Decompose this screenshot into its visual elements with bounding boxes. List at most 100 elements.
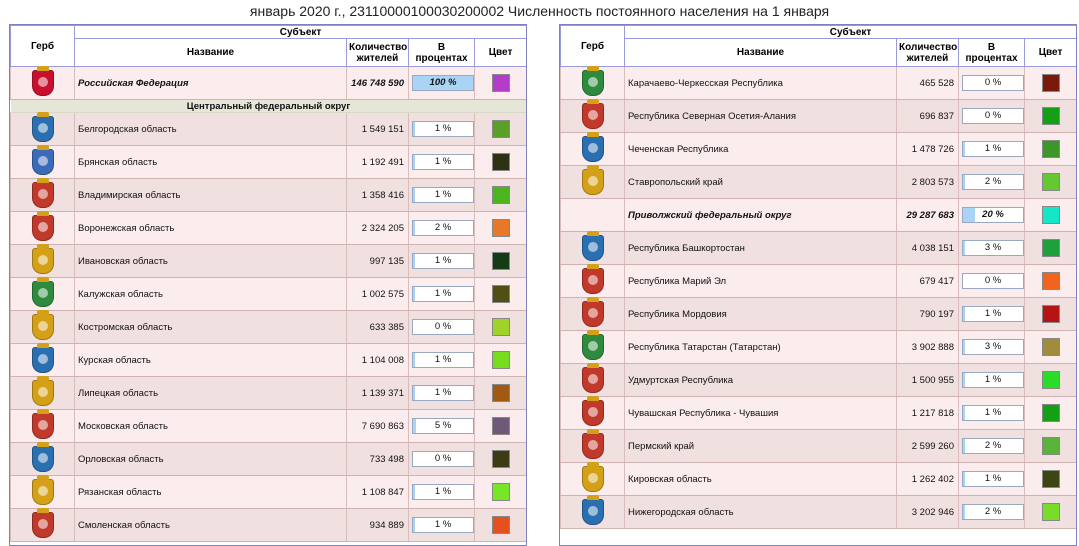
- table-row[interactable]: Кировская область 1 262 402 1 %: [560, 462, 1076, 496]
- header-name[interactable]: Название: [74, 38, 347, 67]
- region-name[interactable]: Рязанская область: [74, 475, 347, 509]
- table-row[interactable]: Орловская область 733 498 0 %: [10, 442, 526, 476]
- coat-cell: [560, 495, 625, 529]
- header-subject: Субъект: [73, 25, 526, 39]
- percent-bar: 1 %: [412, 253, 474, 269]
- region-name[interactable]: Калужская область: [74, 277, 347, 311]
- region-name[interactable]: Владимирская область: [74, 178, 347, 212]
- region-name[interactable]: Курская область: [74, 343, 347, 377]
- percent-value: 0 %: [434, 321, 452, 332]
- percent-value: 0 %: [984, 77, 1002, 88]
- region-name[interactable]: Нижегородская область: [624, 495, 897, 529]
- percent-cell: 0 %: [408, 442, 475, 476]
- percent-bar: 3 %: [962, 339, 1024, 355]
- region-name[interactable]: Республика Башкортостан: [624, 231, 897, 265]
- percent-bar: 0 %: [962, 108, 1024, 124]
- coat-cell: [560, 198, 625, 232]
- coat-cell: [10, 376, 75, 410]
- region-name[interactable]: Липецкая область: [74, 376, 347, 410]
- region-name[interactable]: Чувашская Республика - Чувашия: [624, 396, 897, 430]
- table-row[interactable]: Курская область 1 104 008 1 %: [10, 343, 526, 377]
- table-row[interactable]: Республика Татарстан (Татарстан) 3 902 88…: [560, 330, 1076, 364]
- table-row[interactable]: Карачаево-Черкесская Республика 465 528 0 …: [560, 66, 1076, 100]
- region-name[interactable]: Кировская область: [624, 462, 897, 496]
- coat-cell: [10, 178, 75, 212]
- color-cell: [473, 343, 526, 377]
- color-swatch: [491, 516, 510, 534]
- header-percent[interactable]: В процентах: [408, 38, 475, 67]
- table-row[interactable]: Костромская область 633 385 0 %: [10, 310, 526, 344]
- region-name[interactable]: Российская Федерация: [74, 66, 347, 100]
- table-row[interactable]: Удмуртская Республика 1 500 955 1 %: [560, 363, 1076, 397]
- coat-emblem: [37, 387, 48, 397]
- table-row[interactable]: Ставропольский край 2 803 573 2 %: [560, 165, 1076, 199]
- population-value: 2 324 205: [346, 211, 409, 245]
- table-row[interactable]: Республика Мордовия 790 197 1 %: [560, 297, 1076, 331]
- header-percent[interactable]: В процентах: [958, 38, 1025, 67]
- coat-belgorod-icon: [31, 112, 54, 142]
- region-name[interactable]: Костромская область: [74, 310, 347, 344]
- table-row[interactable]: Чеченская Республика 1 478 726 1 %: [560, 132, 1076, 166]
- table-row[interactable]: Брянская область 1 192 491 1 %: [10, 145, 526, 179]
- percent-value: 2 %: [984, 440, 1002, 451]
- table-row[interactable]: Республика Северная Осетия-Алания 696 837…: [560, 99, 1076, 133]
- region-name[interactable]: Чеченская Республика: [624, 132, 897, 166]
- table-row[interactable]: Воронежская область 2 324 205 2 %: [10, 211, 526, 245]
- page-title: январь 2020 г., 23110000100030200002 Чис…: [249, 3, 830, 19]
- coat-emblem: [587, 275, 598, 285]
- table-row[interactable]: Смоленская область 934 889 1 %: [10, 508, 526, 542]
- percent-cell: 3 %: [958, 231, 1025, 265]
- header-name[interactable]: Название: [624, 38, 897, 67]
- percent-bar: 1 %: [412, 187, 474, 203]
- region-name[interactable]: Смоленская область: [74, 508, 347, 542]
- table-row[interactable]: Московская область 7 690 863 5 %: [10, 409, 526, 443]
- region-name[interactable]: Республика Мордовия: [624, 297, 897, 331]
- header-population[interactable]: Количество жителей: [896, 38, 959, 67]
- region-name[interactable]: Орловская область: [74, 442, 347, 476]
- table-row[interactable]: Нижегородская область 3 202 946 2 %: [560, 495, 1076, 529]
- table-row[interactable]: Владимирская область 1 358 416 1 %: [10, 178, 526, 212]
- region-name[interactable]: Приволжский федеральный округ: [624, 198, 897, 232]
- coat-cell: [10, 277, 75, 311]
- table-row[interactable]: Ивановская область 997 135 1 %: [10, 244, 526, 278]
- percent-bar: 0 %: [412, 451, 474, 467]
- population-value: 1 108 847: [346, 475, 409, 509]
- region-name[interactable]: Карачаево-Черкесская Республика: [624, 66, 897, 100]
- table-row[interactable]: Липецкая область 1 139 371 1 %: [10, 376, 526, 410]
- color-swatch: [491, 285, 510, 303]
- percent-bar-fill: [963, 307, 965, 321]
- region-name[interactable]: Белгородская область: [74, 112, 347, 146]
- percent-cell: 1 %: [408, 508, 475, 542]
- table-row[interactable]: Чувашская Республика - Чувашия 1 217 818 1…: [560, 396, 1076, 430]
- coat-ryazan-icon: [31, 475, 54, 505]
- header-population[interactable]: Количество жителей: [346, 38, 409, 67]
- population-value: 1 478 726: [896, 132, 959, 166]
- coat-cell: [10, 145, 75, 179]
- region-name[interactable]: Ставропольский край: [624, 165, 897, 199]
- percent-bar: 1 %: [412, 484, 474, 500]
- region-name[interactable]: Пермский край: [624, 429, 897, 463]
- table-row[interactable]: Калужская область 1 002 575 1 %: [10, 277, 526, 311]
- table-row[interactable]: Российская Федерация 146 748 590 100 %: [10, 66, 526, 100]
- region-name[interactable]: Республика Татарстан (Татарстан): [624, 330, 897, 364]
- table-row[interactable]: Пермский край 2 599 260 2 %: [560, 429, 1076, 463]
- percent-bar: 0 %: [962, 273, 1024, 289]
- region-name[interactable]: Республика Северная Осетия-Алания: [624, 99, 897, 133]
- table-row[interactable]: Республика Башкортостан 4 038 151 3 %: [560, 231, 1076, 265]
- region-name[interactable]: Ивановская область: [74, 244, 347, 278]
- table-row[interactable]: Белгородская область 1 549 151 1 %: [10, 112, 526, 146]
- region-name[interactable]: Республика Марий Эл: [624, 264, 897, 298]
- percent-cell: 1 %: [408, 277, 475, 311]
- population-value: 1 500 955: [896, 363, 959, 397]
- table-row[interactable]: Рязанская область 1 108 847 1 %: [10, 475, 526, 509]
- region-name[interactable]: Воронежская область: [74, 211, 347, 245]
- percent-value: 1 %: [434, 354, 452, 365]
- table-row[interactable]: Республика Марий Эл 679 417 0 %: [560, 264, 1076, 298]
- region-name[interactable]: Удмуртская Республика: [624, 363, 897, 397]
- region-name[interactable]: Московская область: [74, 409, 347, 443]
- region-name[interactable]: Брянская область: [74, 145, 347, 179]
- header-coat: Герб: [560, 25, 625, 67]
- coat-emblem: [37, 123, 48, 133]
- table-row[interactable]: Приволжский федеральный округ 29 287 683 2…: [560, 198, 1076, 232]
- population-value: 1 549 151: [346, 112, 409, 146]
